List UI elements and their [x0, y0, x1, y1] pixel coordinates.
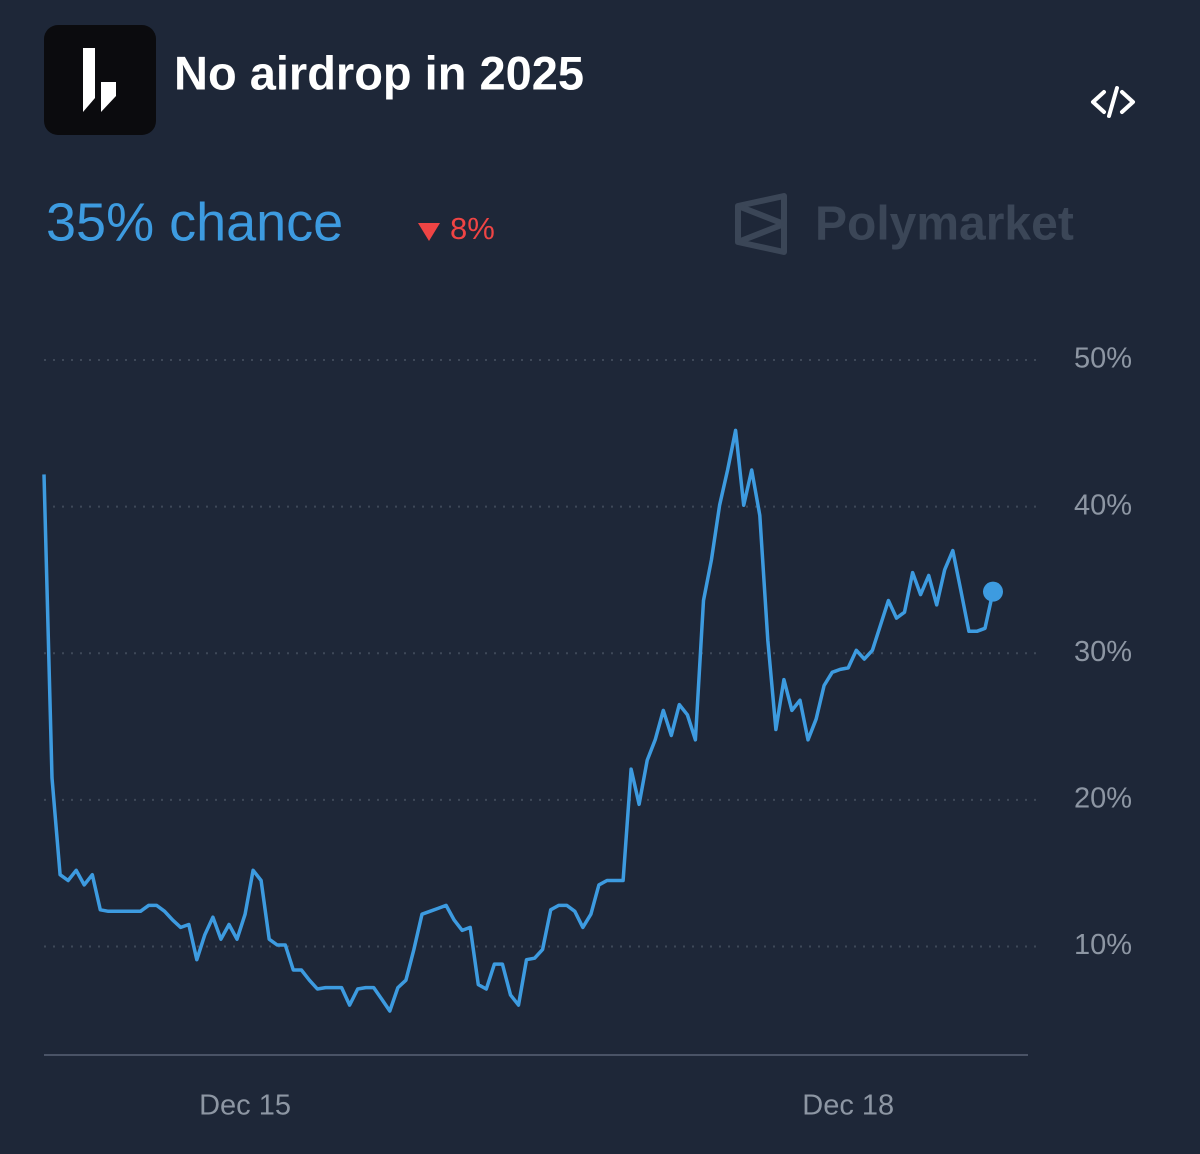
x-tick-label: Dec 15	[199, 1090, 291, 1122]
watermark: Polymarket	[815, 198, 1074, 251]
market-icon-glyph	[83, 48, 116, 112]
change: 8%	[450, 211, 495, 246]
down-arrow	[418, 223, 440, 241]
watermark-logo	[735, 193, 787, 255]
line	[42, 428, 995, 1013]
y-tick-label: 20%	[1074, 783, 1132, 815]
y-tick-label: 40%	[1074, 489, 1132, 521]
embed-button[interactable]	[1091, 86, 1135, 118]
y-tick-label: 50%	[1074, 343, 1132, 375]
headline: 35% chance	[46, 192, 343, 252]
market-icon	[44, 25, 156, 135]
last-point	[983, 581, 1003, 602]
x-tick-label: Dec 18	[802, 1090, 894, 1122]
y-tick-label: 10%	[1074, 929, 1132, 961]
title: No airdrop in 2025	[174, 46, 584, 99]
y-tick-label: 30%	[1074, 636, 1132, 668]
